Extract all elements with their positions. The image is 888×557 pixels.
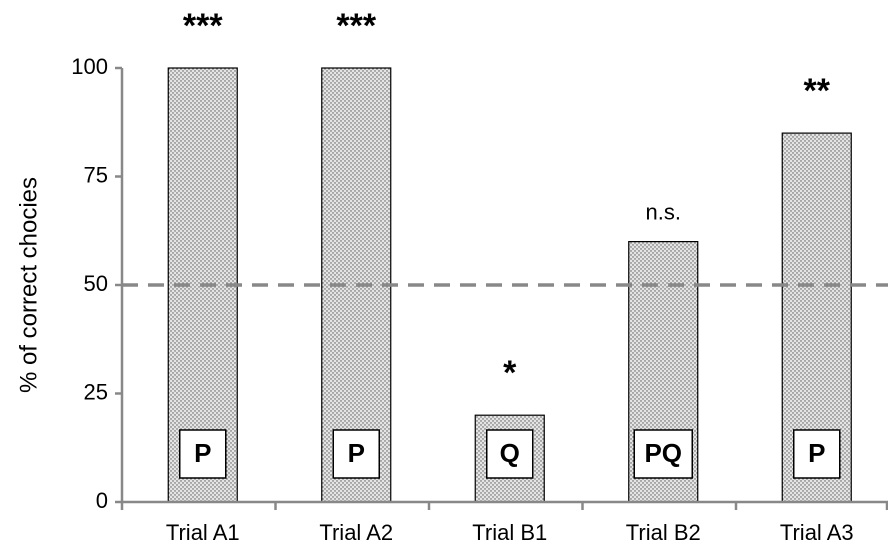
y-tick-label: 100 bbox=[71, 54, 108, 79]
significance-label: n.s. bbox=[646, 199, 681, 224]
bar-label-box bbox=[332, 429, 380, 479]
bar-label: P bbox=[808, 438, 825, 468]
x-tick-label: Trial B1 bbox=[472, 520, 547, 545]
significance-label: *** bbox=[183, 7, 223, 45]
significance-label: *** bbox=[336, 7, 376, 45]
bar-label-box bbox=[486, 429, 534, 479]
x-tick-label: Trial A3 bbox=[780, 520, 854, 545]
significance-label: ** bbox=[804, 72, 831, 110]
bar-label-box bbox=[793, 429, 841, 479]
x-tick-label: Trial A1 bbox=[166, 520, 240, 545]
y-axis-title: % of correct chocies bbox=[15, 177, 42, 393]
y-tick-label: 25 bbox=[84, 379, 108, 404]
y-tick-label: 75 bbox=[84, 162, 108, 187]
x-tick-label: Trial A2 bbox=[319, 520, 393, 545]
bar-label: P bbox=[348, 438, 365, 468]
bar-label-box bbox=[179, 429, 227, 479]
y-tick-label: 0 bbox=[96, 488, 108, 513]
significance-label: * bbox=[503, 354, 517, 392]
x-tick-label: Trial B2 bbox=[626, 520, 701, 545]
bar-label: Q bbox=[500, 438, 520, 468]
y-tick-label: 50 bbox=[84, 271, 108, 296]
bar-label-box bbox=[633, 429, 693, 479]
bar-label: P bbox=[194, 438, 211, 468]
bar-label: PQ bbox=[644, 438, 682, 468]
